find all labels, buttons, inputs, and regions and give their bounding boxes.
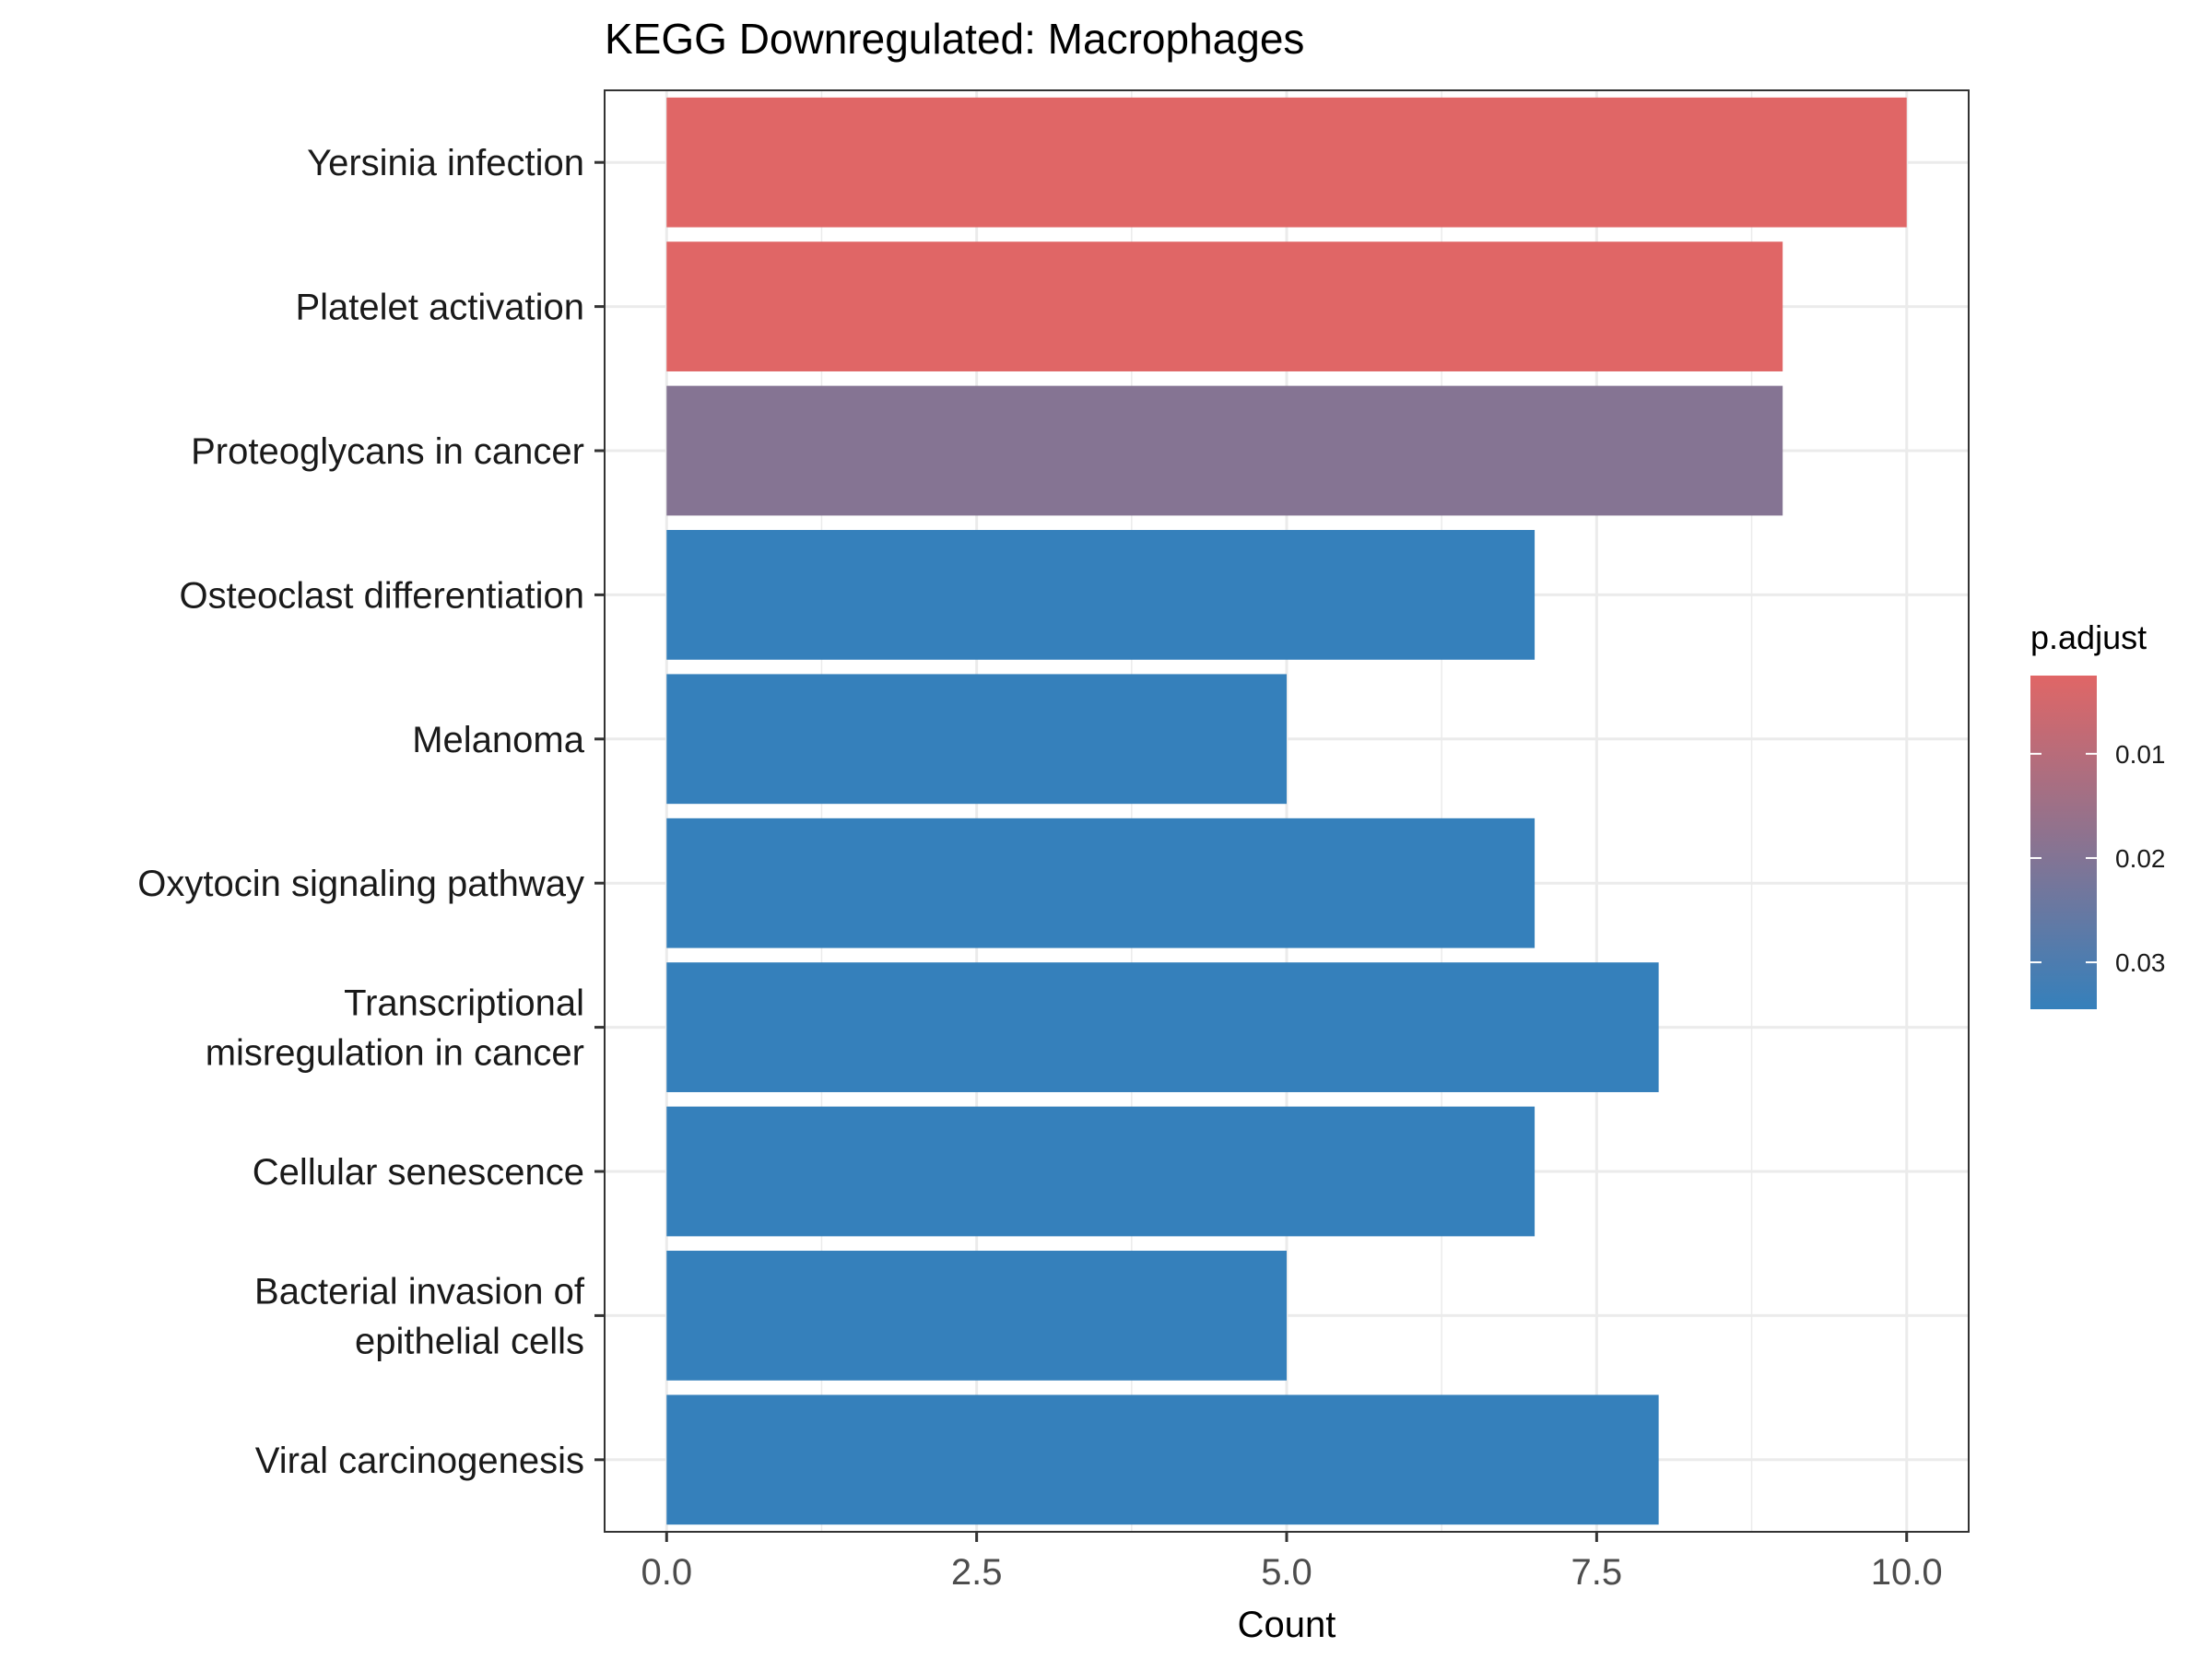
y-tick-label: Melanoma — [412, 720, 585, 760]
y-tick-label: Osteoclast differentiation — [179, 575, 584, 616]
bar-2 — [666, 241, 1783, 371]
legend-title: p.adjust — [2030, 618, 2147, 656]
bars — [666, 97, 1907, 1525]
y-tick-label: Bacterial invasion of epithelial cells — [254, 1271, 585, 1361]
y-axis: Yersinia infection Platelet activation Pro… — [137, 143, 605, 1481]
y-tick-label: Proteoglycans in cancer — [191, 431, 584, 472]
x-tick-label: 7.5 — [1571, 1552, 1623, 1593]
bar-7 — [666, 962, 1659, 1092]
legend-tick-label: 0.01 — [2115, 740, 2166, 769]
y-tick-label: Platelet activation — [295, 288, 584, 328]
x-tick-label: 0.0 — [641, 1552, 692, 1593]
bar-10 — [666, 1394, 1659, 1525]
y-tick-label: Cellular senescence — [253, 1152, 584, 1193]
bar-5 — [666, 674, 1287, 805]
chart-title: KEGG Downregulated: Macrophages — [605, 15, 1304, 63]
bar-1 — [666, 97, 1907, 228]
legend-colorbar — [2030, 676, 2097, 1009]
legend-tick-label: 0.03 — [2115, 948, 2166, 977]
bar-4 — [666, 530, 1535, 660]
bar-9 — [666, 1251, 1287, 1381]
legend-tick-label: 0.02 — [2115, 844, 2166, 873]
x-tick-label: 5.0 — [1261, 1552, 1312, 1593]
bar-6 — [666, 818, 1535, 948]
x-axis: 0.0 2.5 5.0 7.5 10.0 — [641, 1532, 1943, 1593]
y-tick-label: Oxytocin signaling pathway — [137, 864, 584, 904]
y-tick-label: Yersinia infection — [307, 143, 584, 183]
bar-3 — [666, 385, 1783, 516]
x-tick-label: 10.0 — [1871, 1552, 1943, 1593]
x-axis-title: Count — [1238, 1605, 1336, 1645]
legend: p.adjust 0.01 0.02 0.03 — [2030, 618, 2166, 1009]
x-tick-label: 2.5 — [951, 1552, 1003, 1593]
y-tick-label: Viral carcinogenesis — [255, 1441, 584, 1481]
bar-8 — [666, 1106, 1535, 1237]
y-tick-label: Transcriptional misregulation in cancer — [206, 983, 584, 1074]
